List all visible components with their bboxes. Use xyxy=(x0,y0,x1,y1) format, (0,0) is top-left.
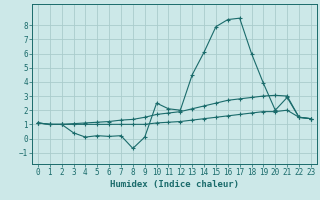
X-axis label: Humidex (Indice chaleur): Humidex (Indice chaleur) xyxy=(110,180,239,189)
